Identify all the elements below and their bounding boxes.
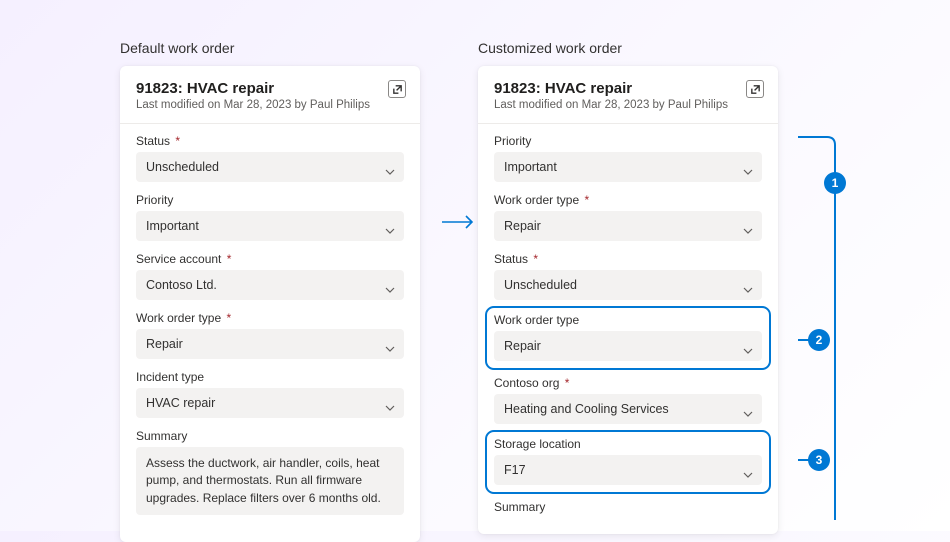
select-value: Contoso Ltd. bbox=[146, 278, 217, 292]
chevron-down-icon bbox=[743, 223, 753, 229]
field-label: Storage location bbox=[494, 437, 762, 451]
chevron-down-icon bbox=[385, 164, 395, 170]
field-label: Service account * bbox=[136, 252, 404, 266]
right-card-title: 91823: HVAC repair bbox=[494, 80, 762, 97]
select-value: Important bbox=[504, 160, 557, 174]
right-panel-label: Customized work order bbox=[478, 40, 778, 56]
field-label: Status * bbox=[136, 134, 404, 148]
priority-select[interactable]: Important bbox=[494, 152, 762, 182]
incident-type-select[interactable]: HVAC repair bbox=[136, 388, 404, 418]
field-summary: Summary bbox=[494, 500, 762, 514]
field-work-order-type: Work order type * Repair bbox=[136, 311, 404, 359]
field-summary: Summary Assess the ductwork, air handler… bbox=[136, 429, 404, 515]
right-card: 91823: HVAC repair Last modified on Mar … bbox=[478, 66, 778, 534]
select-value: Heating and Cooling Services bbox=[504, 402, 669, 416]
field-label: Work order type * bbox=[136, 311, 404, 325]
priority-select[interactable]: Important bbox=[136, 211, 404, 241]
work-order-type-select[interactable]: Repair bbox=[494, 211, 762, 241]
field-incident-type: Incident type HVAC repair bbox=[136, 370, 404, 418]
chevron-down-icon bbox=[743, 282, 753, 288]
storage-location-select[interactable]: F17 bbox=[494, 455, 762, 485]
left-card-header: 91823: HVAC repair Last modified on Mar … bbox=[120, 66, 420, 124]
arrow-right-icon bbox=[440, 212, 476, 232]
chevron-down-icon bbox=[743, 343, 753, 349]
work-order-type-select[interactable]: Repair bbox=[136, 329, 404, 359]
field-label: Priority bbox=[494, 134, 762, 148]
left-card: 91823: HVAC repair Last modified on Mar … bbox=[120, 66, 420, 542]
right-card-subtitle: Last modified on Mar 28, 2023 by Paul Ph… bbox=[494, 99, 762, 111]
comparison-panels: Default work order 91823: HVAC repair La… bbox=[0, 0, 950, 542]
summary-textarea[interactable]: Assess the ductwork, air handler, coils,… bbox=[136, 447, 404, 515]
field-label: Work order type * bbox=[494, 193, 762, 207]
left-card-body: Status * Unscheduled Priority Important … bbox=[120, 124, 420, 542]
field-priority: Priority Important bbox=[494, 134, 762, 182]
left-panel-label: Default work order bbox=[120, 40, 420, 56]
chevron-down-icon bbox=[385, 400, 395, 406]
field-label: Summary bbox=[494, 500, 762, 514]
field-contoso-org: Contoso org * Heating and Cooling Servic… bbox=[494, 376, 762, 424]
select-value: Unscheduled bbox=[504, 278, 577, 292]
field-label: Contoso org * bbox=[494, 376, 762, 390]
chevron-down-icon bbox=[385, 282, 395, 288]
chevron-down-icon bbox=[743, 164, 753, 170]
chevron-down-icon bbox=[743, 406, 753, 412]
right-card-body: Priority Important Work order type * Rep… bbox=[478, 124, 778, 534]
left-card-subtitle: Last modified on Mar 28, 2023 by Paul Ph… bbox=[136, 99, 404, 111]
open-in-new-icon[interactable] bbox=[746, 80, 764, 98]
open-in-new-icon[interactable] bbox=[388, 80, 406, 98]
field-storage-location: Storage location F17 bbox=[490, 435, 766, 489]
field-label: Incident type bbox=[136, 370, 404, 384]
select-value: Repair bbox=[146, 337, 183, 351]
field-work-order-type: Work order type * Repair bbox=[494, 193, 762, 241]
service-account-select[interactable]: Contoso Ltd. bbox=[136, 270, 404, 300]
left-card-title: 91823: HVAC repair bbox=[136, 80, 404, 97]
work-order-type-select[interactable]: Repair bbox=[494, 331, 762, 361]
select-value: Important bbox=[146, 219, 199, 233]
right-card-header: 91823: HVAC repair Last modified on Mar … bbox=[478, 66, 778, 124]
left-panel: Default work order 91823: HVAC repair La… bbox=[120, 40, 420, 542]
field-label: Summary bbox=[136, 429, 404, 443]
select-value: F17 bbox=[504, 463, 526, 477]
chevron-down-icon bbox=[743, 467, 753, 473]
select-value: Repair bbox=[504, 339, 541, 353]
field-work-order-type-custom: Work order type Repair bbox=[490, 311, 766, 365]
field-service-account: Service account * Contoso Ltd. bbox=[136, 252, 404, 300]
field-status: Status * Unscheduled bbox=[136, 134, 404, 182]
contoso-org-select[interactable]: Heating and Cooling Services bbox=[494, 394, 762, 424]
field-status: Status * Unscheduled bbox=[494, 252, 762, 300]
status-select[interactable]: Unscheduled bbox=[494, 270, 762, 300]
status-select[interactable]: Unscheduled bbox=[136, 152, 404, 182]
right-panel: Customized work order 91823: HVAC repair… bbox=[478, 40, 778, 542]
chevron-down-icon bbox=[385, 223, 395, 229]
field-label: Work order type bbox=[494, 313, 762, 327]
field-priority: Priority Important bbox=[136, 193, 404, 241]
select-value: HVAC repair bbox=[146, 396, 215, 410]
field-label: Priority bbox=[136, 193, 404, 207]
chevron-down-icon bbox=[385, 341, 395, 347]
select-value: Unscheduled bbox=[146, 160, 219, 174]
select-value: Repair bbox=[504, 219, 541, 233]
field-label: Status * bbox=[494, 252, 762, 266]
